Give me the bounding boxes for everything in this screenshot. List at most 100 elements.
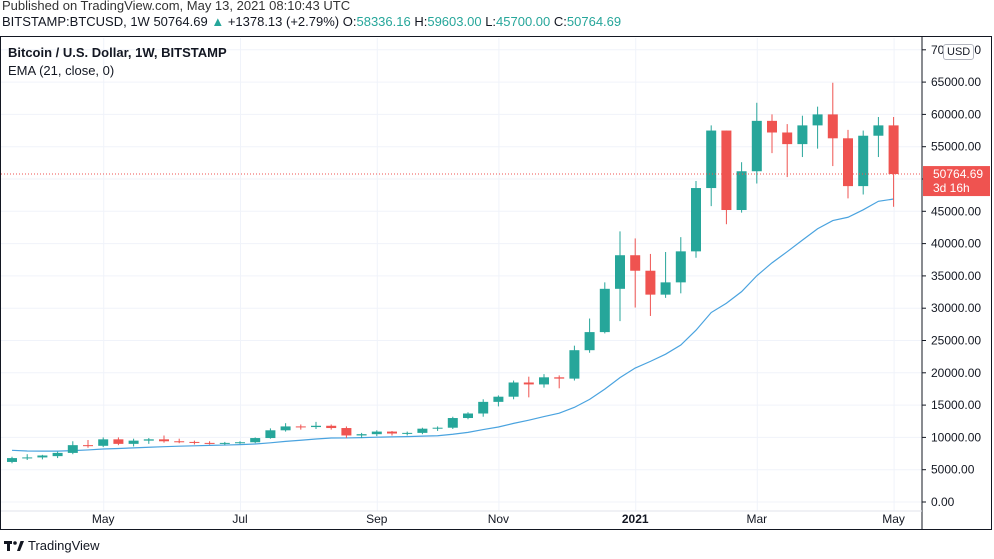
candle xyxy=(235,441,245,444)
candle-body-up xyxy=(371,431,382,435)
candle xyxy=(782,124,793,178)
candle-body-up xyxy=(37,455,48,458)
candle-body-down xyxy=(189,441,200,443)
candle xyxy=(402,431,413,436)
candle xyxy=(508,380,519,400)
y-tick-label: 5000.00 xyxy=(931,463,975,477)
candle xyxy=(767,114,777,154)
last-price: 50764.69 xyxy=(153,14,208,29)
candle-body-up xyxy=(447,418,458,428)
candle-body-up xyxy=(463,413,473,419)
candle xyxy=(660,251,671,298)
x-tick-label: Sep xyxy=(366,512,388,526)
candle-body-up xyxy=(599,288,610,333)
candle-body-down xyxy=(843,138,853,187)
candle-body-down xyxy=(888,125,899,175)
y-tick-label: 15000.00 xyxy=(931,398,981,412)
candle-body-up xyxy=(52,452,63,457)
candle xyxy=(463,412,473,420)
x-tick-label: May xyxy=(882,512,905,526)
candle xyxy=(371,430,382,437)
candle-body-up xyxy=(250,438,261,443)
y-tick-label: 65000.00 xyxy=(931,75,981,89)
candle-body-up xyxy=(356,434,367,436)
open-value: 58336.16 xyxy=(356,14,411,29)
symbol-label: BITSTAMP:BTCUSD, 1W xyxy=(2,14,150,29)
candle xyxy=(189,440,200,445)
y-tick-label: 55000.00 xyxy=(931,140,981,154)
candle xyxy=(584,318,595,353)
x-tick-label: May xyxy=(92,512,115,526)
candle-body-down xyxy=(326,425,337,429)
candle-body-up xyxy=(539,377,549,385)
candle-body-down xyxy=(554,377,565,379)
candle xyxy=(356,432,367,439)
candle-body-down xyxy=(721,130,732,211)
candle-body-down xyxy=(767,120,777,133)
published-line: Published on TradingView.com, May 13, 20… xyxy=(2,0,351,13)
candle-body-up xyxy=(265,430,276,439)
candle xyxy=(873,116,884,158)
candle-body-up xyxy=(98,439,109,446)
candle-body-up xyxy=(706,130,717,189)
candle-body-down xyxy=(83,445,93,447)
candle-body-down xyxy=(827,114,838,139)
last-price-label: 50764.69 xyxy=(933,167,983,181)
candle xyxy=(219,441,230,446)
candle xyxy=(83,439,93,448)
y-tick-label: 0.00 xyxy=(931,495,955,509)
high-value: 59603.00 xyxy=(427,14,482,29)
candle-body-up xyxy=(812,114,823,126)
candle xyxy=(599,282,610,334)
candle xyxy=(37,454,48,460)
candle xyxy=(478,399,489,417)
candle-body-up xyxy=(219,442,230,444)
close-value: 50764.69 xyxy=(566,14,622,29)
candle xyxy=(113,437,124,446)
candle-body-up xyxy=(235,442,245,444)
candle xyxy=(888,116,899,207)
candle-body-up xyxy=(736,171,747,211)
y-tick-label: 25000.00 xyxy=(931,334,981,348)
candle xyxy=(341,426,352,439)
low-value: 45700.00 xyxy=(496,14,551,29)
candle xyxy=(843,129,853,199)
tradingview-logo-icon xyxy=(4,540,24,551)
candle xyxy=(721,130,732,225)
candle-body-down xyxy=(295,426,306,428)
candle xyxy=(98,437,109,448)
ema-indicator-label[interactable]: EMA (21, close, 0) xyxy=(8,63,115,78)
candle xyxy=(67,441,78,455)
chart-title: Bitcoin / U.S. Dollar, 1W, BITSTAMP xyxy=(8,45,227,60)
y-tick-label: 45000.00 xyxy=(931,204,981,218)
candle xyxy=(736,162,747,213)
candle xyxy=(675,237,686,294)
candle-body-up xyxy=(402,432,413,434)
candle-body-up xyxy=(584,332,595,351)
candle-body-down xyxy=(387,431,397,434)
candle xyxy=(295,424,306,430)
candle-body-up xyxy=(67,445,78,453)
candle xyxy=(311,421,321,430)
candle xyxy=(630,238,641,308)
candle xyxy=(827,82,838,167)
currency-button[interactable]: USD xyxy=(943,44,975,60)
candle-body-up xyxy=(873,125,884,136)
candle-body-up xyxy=(751,120,762,172)
candle xyxy=(159,435,169,443)
x-tick-label: Nov xyxy=(488,512,509,526)
candle-body-up xyxy=(128,440,139,444)
candle xyxy=(569,345,580,381)
candle xyxy=(52,451,63,459)
candle-body-up xyxy=(660,282,671,295)
footer-brand-text: TradingView xyxy=(28,538,100,553)
candle-body-up xyxy=(280,426,291,431)
x-tick-label: Mar xyxy=(746,512,767,526)
candle-body-up xyxy=(417,428,428,433)
candle-body-up xyxy=(615,255,625,289)
candle xyxy=(432,426,443,431)
y-tick-label: 40000.00 xyxy=(931,237,981,251)
candle xyxy=(523,376,534,398)
ohlc-line: BITSTAMP:BTCUSD, 1W 50764.69 ▲ +1378.13 … xyxy=(2,14,621,29)
